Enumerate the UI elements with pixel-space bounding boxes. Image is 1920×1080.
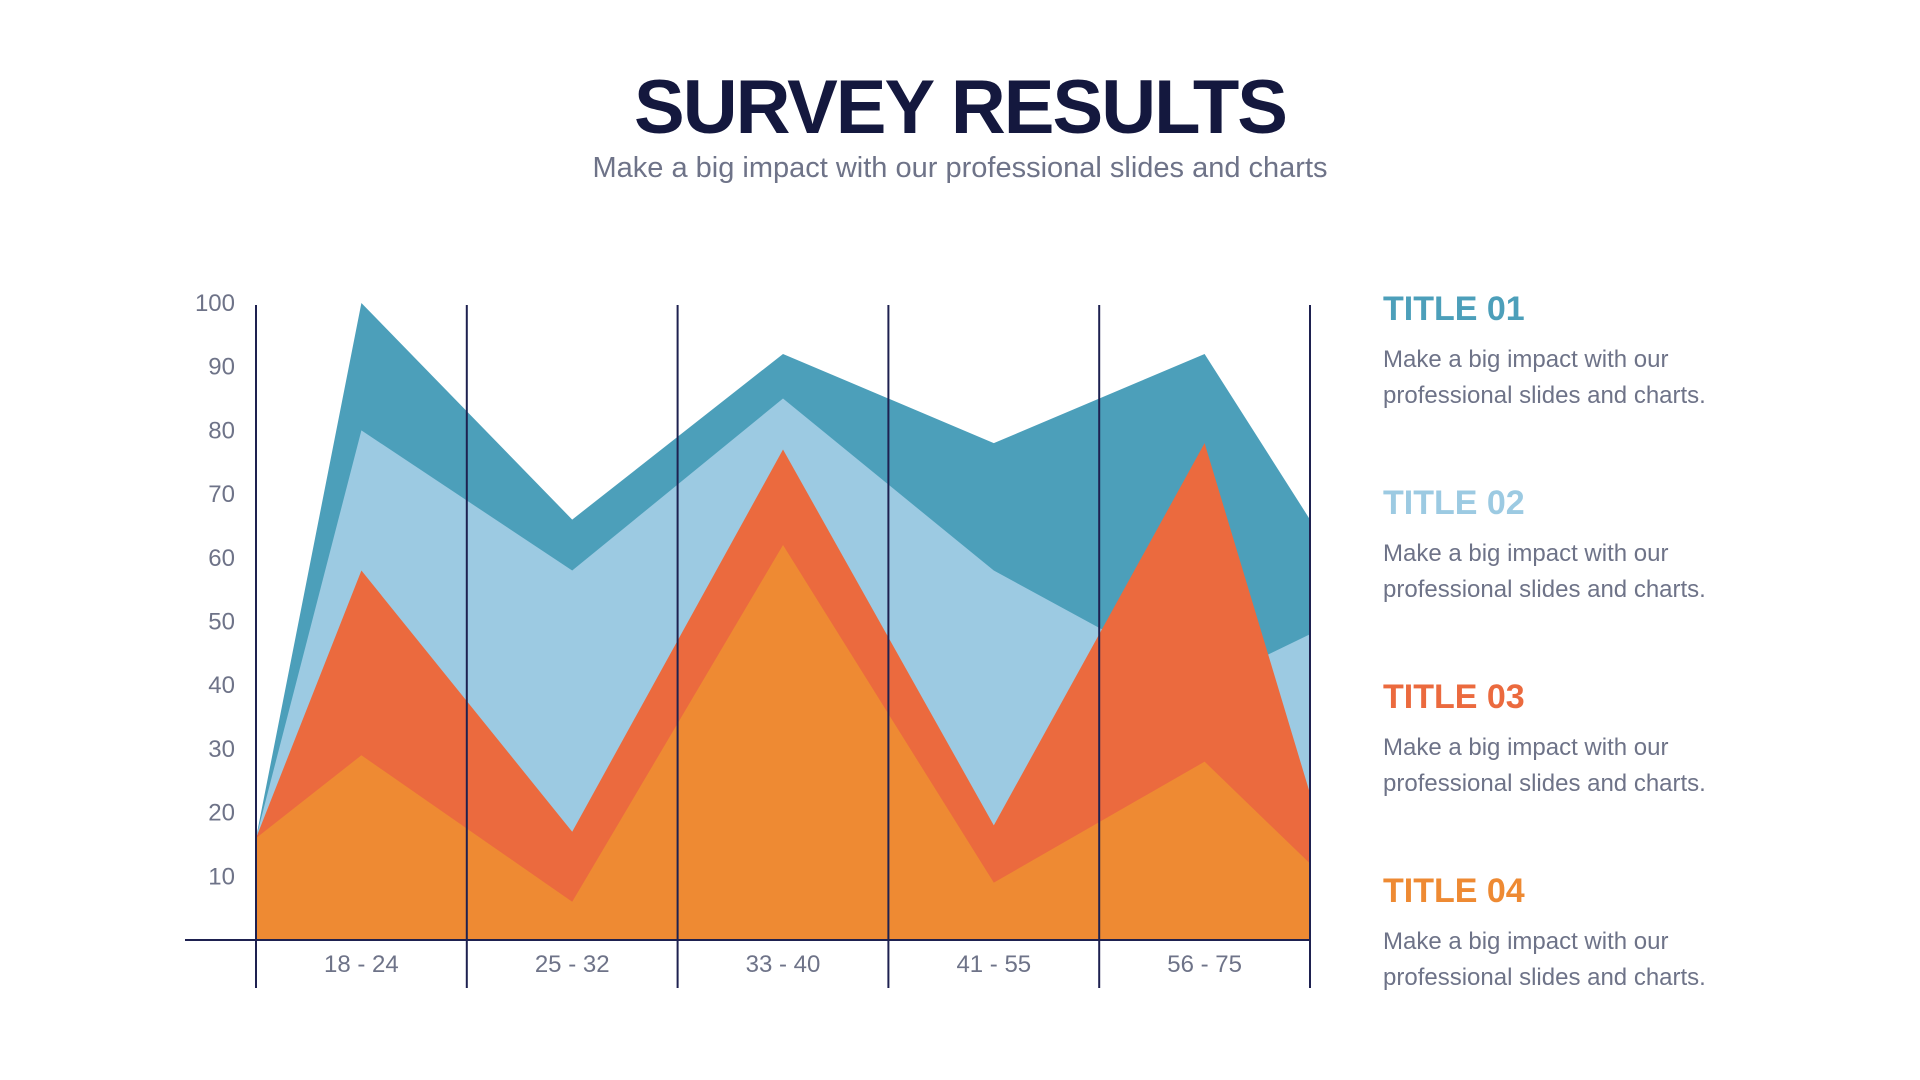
- y-tick-label: 100: [195, 290, 235, 317]
- page-title: SURVEY RESULTS: [634, 65, 1288, 150]
- x-tick-label: 56 - 75: [1167, 951, 1242, 978]
- y-tick-label: 70: [208, 481, 235, 508]
- y-tick-label: 10: [208, 863, 235, 890]
- x-tick-label: 41 - 55: [956, 951, 1031, 978]
- chart-gridlines: [185, 305, 1311, 988]
- legend-item-2: TITLE 02 Make a big impact with our prof…: [1383, 482, 1863, 676]
- legend-text-2: Make a big impact with our professional …: [1383, 540, 1706, 603]
- legend-title-3: TITLE 03: [1383, 678, 1525, 716]
- x-tick-label: 25 - 32: [535, 951, 610, 978]
- legend-title-2: TITLE 02: [1383, 484, 1525, 522]
- chart-areas: [256, 303, 1310, 940]
- area-series-4: [256, 545, 1310, 940]
- legend-text-1: Make a big impact with our professional …: [1383, 346, 1706, 409]
- chart-ticks: 10 20 30 40 50 60 70 80 90 100 18 - 24 25 - 32 33 - …: [195, 290, 1242, 978]
- legend-item-3: TITLE 03 Make a big impact with our prof…: [1383, 676, 1863, 870]
- legend-text-4: Make a big impact with our professional …: [1383, 928, 1706, 991]
- y-tick-label: 90: [208, 354, 235, 381]
- legend-item-4: TITLE 04 Make a big impact with our prof…: [1383, 870, 1863, 1064]
- y-tick-label: 30: [208, 736, 235, 763]
- legend-title-4: TITLE 04: [1383, 872, 1525, 910]
- y-tick-label: 80: [208, 417, 235, 444]
- y-tick-label: 40: [208, 672, 235, 699]
- legend-title-1: TITLE 01: [1383, 290, 1525, 328]
- x-tick-label: 33 - 40: [746, 951, 821, 978]
- y-tick-label: 50: [208, 609, 235, 636]
- y-tick-label: 20: [208, 800, 235, 827]
- x-tick-label: 18 - 24: [324, 951, 399, 978]
- page-subtitle: Make a big impact with our professional …: [592, 152, 1328, 184]
- legend-text-3: Make a big impact with our professional …: [1383, 734, 1706, 797]
- legend: TITLE 01 Make a big impact with our prof…: [1383, 288, 1863, 1064]
- y-tick-label: 60: [208, 545, 235, 572]
- legend-item-1: TITLE 01 Make a big impact with our prof…: [1383, 288, 1863, 482]
